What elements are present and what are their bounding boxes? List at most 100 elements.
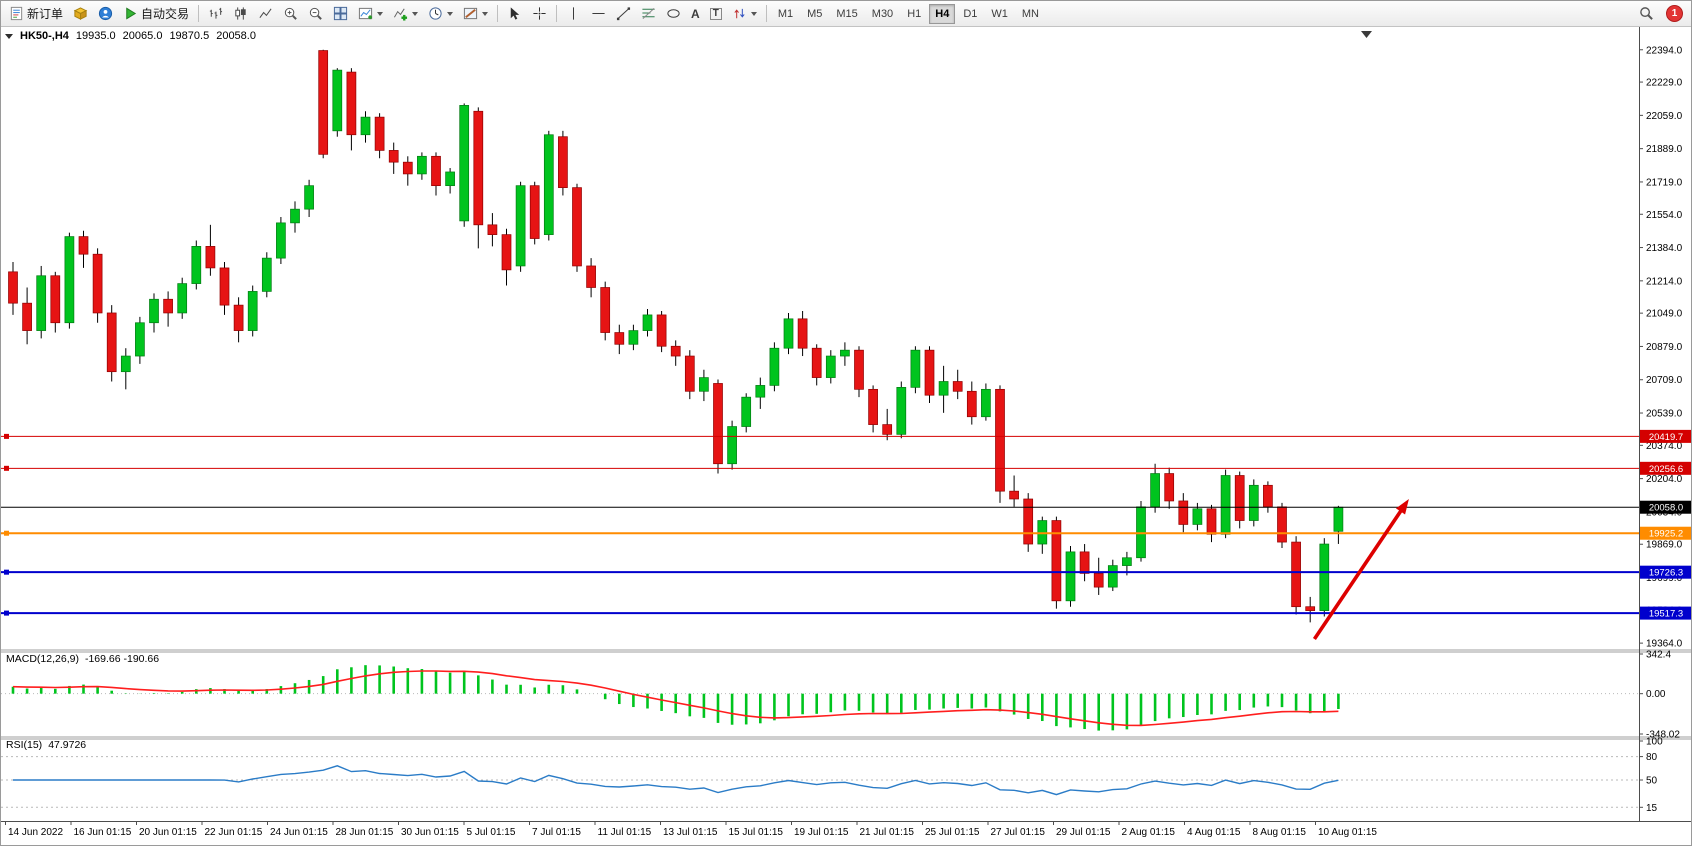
cursor-tool-button[interactable] [503, 3, 526, 25]
timeframe-m1-button[interactable]: M1 [772, 4, 799, 24]
auto-trading-play-icon [123, 6, 138, 21]
periods-caret [447, 11, 454, 16]
horizontal-line-objects[interactable] [1, 433, 1639, 616]
timeframe-m30-button[interactable]: M30 [866, 4, 899, 24]
search-button[interactable] [1635, 3, 1658, 25]
timeframe-m5-button[interactable]: M5 [801, 4, 828, 24]
candle [219, 267, 230, 306]
svg-text:100: 100 [1646, 737, 1663, 748]
candle [1065, 551, 1076, 602]
time-axis[interactable]: 14 Jun 2022 16 Jun 01:15 20 Jun 01:15 22 Ju… [5, 821, 1378, 838]
main-toolbar: 新订单 自动交易 [1, 1, 1691, 27]
shapes-tool-button[interactable] [662, 3, 685, 25]
fibonacci-tool-button[interactable] [637, 3, 660, 25]
svg-text:20256.6: 20256.6 [1649, 464, 1683, 475]
templates-button[interactable] [459, 3, 492, 25]
candle [64, 236, 75, 324]
zoom-out-button[interactable] [304, 3, 327, 25]
svg-text:21214.0: 21214.0 [1646, 276, 1683, 287]
community-button[interactable] [94, 3, 117, 25]
chart-canvas[interactable]: 22394.0 22229.0 22059.0 21889.0 21719.0 21554… [1, 27, 1692, 846]
candle [402, 161, 413, 175]
toolbar-separator [556, 5, 558, 22]
candle [1192, 508, 1203, 525]
close-value: 20058.0 [216, 30, 256, 42]
svg-text:19364.0: 19364.0 [1646, 639, 1683, 650]
candle [120, 355, 131, 373]
chart-header: HK50-,H4 19935.0 20065.0 19870.5 20058.0 [5, 30, 256, 42]
candle [163, 298, 173, 314]
svg-text:22 Jun 01:15: 22 Jun 01:15 [205, 827, 263, 838]
price-tag [1640, 429, 1691, 443]
svg-text:-348.02: -348.02 [1646, 730, 1680, 741]
cursor-icon [510, 7, 520, 20]
candle [233, 304, 244, 331]
svg-text:19726.3: 19726.3 [1649, 568, 1683, 579]
candle [445, 171, 455, 187]
timeframe-m15-button[interactable]: M15 [830, 4, 863, 24]
candle [1079, 551, 1090, 574]
price-tag [1640, 461, 1691, 475]
candlestick-mode-button[interactable] [229, 3, 252, 25]
crosshair-icon [532, 6, 547, 21]
price-axis[interactable]: 22394.0 22229.0 22059.0 21889.0 21719.0 21554… [1639, 45, 1692, 814]
crosshair-tool-button[interactable] [528, 3, 551, 25]
indicators-button[interactable] [389, 3, 422, 25]
arrows-tool-icon [732, 6, 747, 21]
timeframe-w1-button[interactable]: W1 [985, 4, 1014, 24]
candlesticks [8, 49, 1344, 623]
candle [36, 275, 47, 331]
bar-chart-mode-button[interactable] [204, 3, 227, 25]
arrows-tool-button[interactable] [728, 3, 761, 25]
auto-trading-button[interactable]: 自动交易 [119, 3, 193, 25]
candle [1220, 475, 1231, 535]
candle [1263, 484, 1273, 508]
horizontal-line-tool-button[interactable] [587, 3, 610, 25]
candle [614, 332, 625, 345]
candle [1009, 490, 1019, 500]
zoom-in-button[interactable] [279, 3, 302, 25]
candle [543, 134, 554, 235]
candle [501, 234, 512, 271]
periods-button[interactable] [424, 3, 457, 25]
candle [1178, 500, 1189, 525]
candle [924, 349, 935, 396]
svg-text:10 Aug 01:15: 10 Aug 01:15 [1318, 827, 1377, 838]
svg-text:19869.0: 19869.0 [1646, 540, 1683, 551]
candle [558, 136, 568, 188]
timeframe-d1-button[interactable]: D1 [957, 4, 983, 24]
text-label-tool-button[interactable]: T [706, 3, 726, 25]
vertical-line-tool-button[interactable] [562, 3, 585, 25]
ohlc-bars-icon [208, 6, 223, 21]
candle [205, 246, 216, 269]
line-chart-mode-button[interactable] [254, 3, 277, 25]
text-tool-button[interactable]: A [687, 3, 704, 25]
candle [346, 71, 357, 136]
trend-arrow-annotation[interactable] [1312, 498, 1409, 641]
price-tag [1640, 526, 1691, 540]
profiles-button[interactable] [69, 3, 92, 25]
high-value: 20065.0 [122, 30, 163, 42]
rsi-name: RSI(15) [6, 739, 43, 751]
candle [938, 381, 949, 396]
candle [8, 271, 18, 304]
trendline-tool-button[interactable] [612, 3, 635, 25]
price-tag [1640, 500, 1691, 514]
timeframe-h4-button[interactable]: H4 [929, 3, 956, 24]
new-order-button[interactable]: 新订单 [5, 3, 67, 25]
one-click-trading-toggle-icon[interactable] [5, 33, 13, 39]
trendline-icon [616, 7, 631, 21]
svg-text:7 Jul 01:15: 7 Jul 01:15 [532, 827, 581, 838]
templates-caret [482, 11, 489, 16]
candlestick-icon [233, 6, 248, 21]
timeframe-mn-button[interactable]: MN [1016, 4, 1045, 24]
candle [529, 185, 540, 239]
tile-windows-button[interactable] [329, 3, 352, 25]
timeframe-h1-button[interactable]: H1 [901, 4, 927, 24]
svg-text:20204.0: 20204.0 [1646, 474, 1683, 485]
svg-text:22229.0: 22229.0 [1646, 78, 1683, 89]
candle [360, 116, 371, 136]
new-chart-button[interactable] [354, 3, 387, 25]
notification-badge[interactable]: 1 [1666, 5, 1683, 22]
